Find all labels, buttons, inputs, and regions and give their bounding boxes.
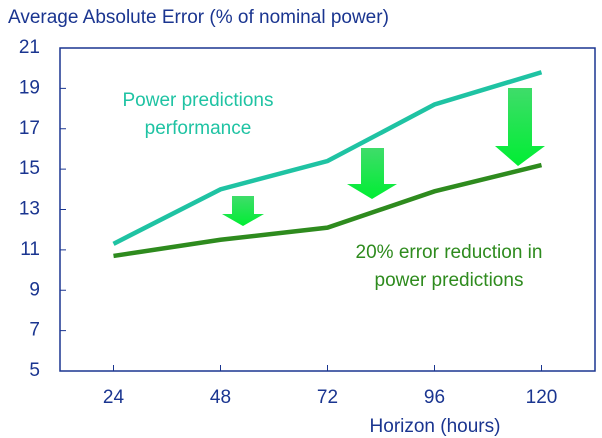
annotation: Power predictions [122, 90, 273, 111]
arrow [222, 196, 264, 226]
arrows [222, 88, 545, 226]
y-tick-label: 17 [19, 118, 40, 139]
y-tick-label: 21 [19, 37, 40, 58]
x-axis-label: Horizon (hours) [370, 416, 501, 437]
annotation: 20% error reduction in [356, 242, 543, 263]
y-tick-label: 13 [19, 199, 40, 220]
arrow [495, 88, 545, 166]
arrow [347, 148, 397, 199]
x-tick-label: 24 [103, 387, 125, 408]
x-tick-label: 72 [317, 387, 338, 408]
series-line [112, 70, 543, 246]
chart-title: Average Absolute Error (% of nominal pow… [8, 7, 389, 28]
y-tick-label: 19 [19, 77, 40, 98]
y-tick-label: 7 [29, 320, 40, 341]
y-tick-label: 5 [29, 360, 40, 381]
y-tick-label: 9 [29, 279, 40, 300]
x-tick-label: 120 [526, 387, 558, 408]
x-tick-label: 48 [210, 387, 231, 408]
annotation: power predictions [375, 270, 524, 291]
y-tick-label: 11 [20, 239, 40, 260]
annotation: performance [145, 118, 252, 139]
series-line [113, 162, 543, 259]
x-tick-label: 96 [424, 387, 445, 408]
y-tick-label: 15 [19, 158, 40, 179]
